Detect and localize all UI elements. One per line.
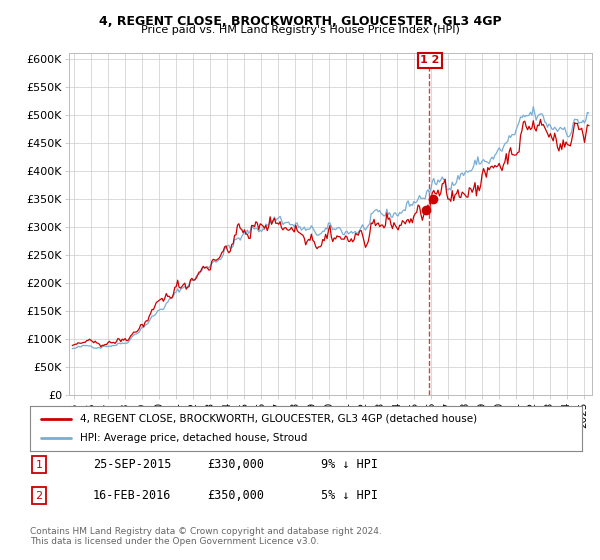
Text: 5% ↓ HPI: 5% ↓ HPI [321, 489, 378, 502]
Text: 16-FEB-2016: 16-FEB-2016 [93, 489, 172, 502]
Text: 4, REGENT CLOSE, BROCKWORTH, GLOUCESTER, GL3 4GP (detached house): 4, REGENT CLOSE, BROCKWORTH, GLOUCESTER,… [80, 413, 477, 423]
Text: £330,000: £330,000 [207, 458, 264, 472]
Text: This data is licensed under the Open Government Licence v3.0.: This data is licensed under the Open Gov… [30, 537, 319, 546]
Text: Contains HM Land Registry data © Crown copyright and database right 2024.: Contains HM Land Registry data © Crown c… [30, 528, 382, 536]
Text: HPI: Average price, detached house, Stroud: HPI: Average price, detached house, Stro… [80, 433, 307, 444]
Text: £350,000: £350,000 [207, 489, 264, 502]
Text: 2: 2 [35, 491, 43, 501]
Text: Price paid vs. HM Land Registry's House Price Index (HPI): Price paid vs. HM Land Registry's House … [140, 25, 460, 35]
Text: 1 2: 1 2 [420, 55, 440, 66]
Text: 9% ↓ HPI: 9% ↓ HPI [321, 458, 378, 472]
Text: 25-SEP-2015: 25-SEP-2015 [93, 458, 172, 472]
Text: 1: 1 [35, 460, 43, 470]
Text: 4, REGENT CLOSE, BROCKWORTH, GLOUCESTER, GL3 4GP: 4, REGENT CLOSE, BROCKWORTH, GLOUCESTER,… [98, 15, 502, 28]
